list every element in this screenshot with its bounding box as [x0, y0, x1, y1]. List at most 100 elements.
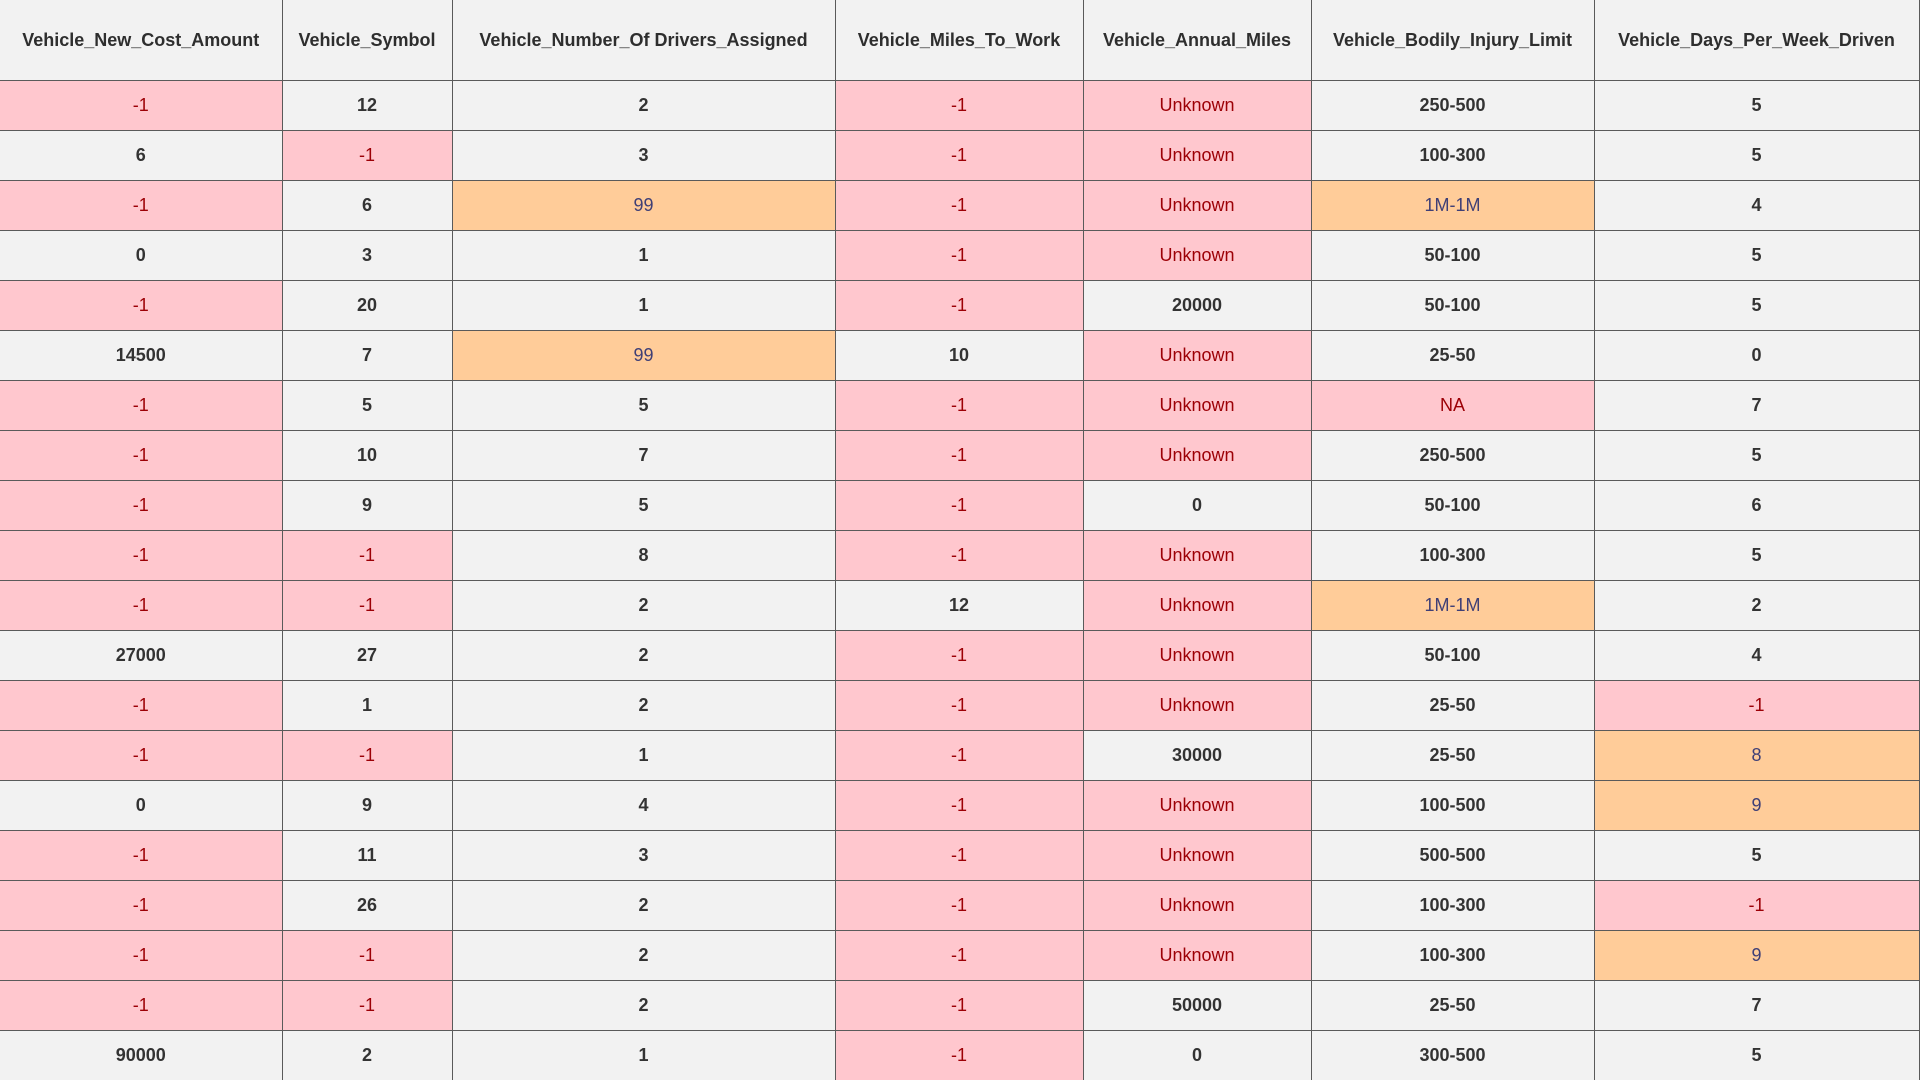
table-cell[interactable]: 5	[451, 380, 836, 431]
table-cell[interactable]: 2	[451, 80, 836, 131]
table-cell[interactable]: 0	[0, 780, 283, 831]
table-cell[interactable]: 3	[451, 130, 836, 181]
table-cell[interactable]: -1	[834, 530, 1084, 581]
column-header[interactable]: Vehicle_New_Cost_Amount	[0, 0, 283, 81]
table-cell[interactable]: -1	[0, 180, 283, 231]
table-cell[interactable]: -1	[834, 380, 1084, 431]
table-cell[interactable]: 50-100	[1310, 630, 1595, 681]
table-cell[interactable]: -1	[834, 930, 1084, 981]
table-cell[interactable]: 2	[451, 930, 836, 981]
table-cell[interactable]: 20	[281, 280, 453, 331]
table-cell[interactable]: Unknown	[1082, 780, 1312, 831]
table-cell[interactable]: -1	[0, 930, 283, 981]
table-cell[interactable]: 10	[834, 330, 1084, 381]
table-cell[interactable]: 99	[451, 180, 836, 231]
table-cell[interactable]: 1	[451, 1030, 836, 1080]
column-header[interactable]: Vehicle_Bodily_Injury_Limit	[1310, 0, 1595, 81]
table-cell[interactable]: 2	[451, 580, 836, 631]
table-cell[interactable]: 5	[451, 480, 836, 531]
table-cell[interactable]: Unknown	[1082, 680, 1312, 731]
table-cell[interactable]: Unknown	[1082, 430, 1312, 481]
table-cell[interactable]: -1	[834, 230, 1084, 281]
table-cell[interactable]: 0	[1593, 330, 1920, 381]
table-cell[interactable]: -1	[281, 730, 453, 781]
table-cell[interactable]: 1M-1M	[1310, 580, 1595, 631]
table-cell[interactable]: 25-50	[1310, 980, 1595, 1031]
table-cell[interactable]: 1	[451, 730, 836, 781]
table-cell[interactable]: -1	[834, 830, 1084, 881]
table-cell[interactable]: 25-50	[1310, 730, 1595, 781]
table-cell[interactable]: Unknown	[1082, 380, 1312, 431]
table-cell[interactable]: -1	[834, 730, 1084, 781]
table-cell[interactable]: 100-300	[1310, 130, 1595, 181]
table-cell[interactable]: 6	[281, 180, 453, 231]
table-cell[interactable]: 5	[281, 380, 453, 431]
table-cell[interactable]: 6	[0, 130, 283, 181]
table-cell[interactable]: -1	[834, 630, 1084, 681]
column-header[interactable]: Vehicle_Symbol	[281, 0, 453, 81]
table-cell[interactable]: 5	[1593, 830, 1920, 881]
table-cell[interactable]: NA	[1310, 380, 1595, 431]
table-cell[interactable]: -1	[0, 580, 283, 631]
table-cell[interactable]: -1	[0, 680, 283, 731]
table-cell[interactable]: -1	[834, 880, 1084, 931]
table-cell[interactable]: -1	[0, 530, 283, 581]
table-cell[interactable]: -1	[0, 880, 283, 931]
table-cell[interactable]: 20000	[1082, 280, 1312, 331]
table-cell[interactable]: -1	[281, 930, 453, 981]
table-cell[interactable]: 2	[451, 680, 836, 731]
table-cell[interactable]: -1	[0, 830, 283, 881]
table-cell[interactable]: 5	[1593, 130, 1920, 181]
column-header[interactable]: Vehicle_Days_Per_Week_Driven	[1593, 0, 1920, 81]
table-cell[interactable]: 50-100	[1310, 230, 1595, 281]
table-cell[interactable]: Unknown	[1082, 330, 1312, 381]
table-cell[interactable]: -1	[0, 430, 283, 481]
table-cell[interactable]: 5	[1593, 1030, 1920, 1080]
table-cell[interactable]: 7	[281, 330, 453, 381]
table-cell[interactable]: 99	[451, 330, 836, 381]
table-cell[interactable]: 5	[1593, 80, 1920, 131]
table-cell[interactable]: 100-300	[1310, 530, 1595, 581]
table-cell[interactable]: -1	[834, 180, 1084, 231]
table-cell[interactable]: -1	[834, 430, 1084, 481]
table-cell[interactable]: -1	[834, 130, 1084, 181]
table-cell[interactable]: -1	[834, 80, 1084, 131]
table-cell[interactable]: 9	[281, 780, 453, 831]
table-cell[interactable]: 5	[1593, 230, 1920, 281]
table-cell[interactable]: 100-300	[1310, 930, 1595, 981]
table-cell[interactable]: -1	[0, 380, 283, 431]
table-cell[interactable]: -1	[0, 730, 283, 781]
table-cell[interactable]: 90000	[0, 1030, 283, 1080]
table-cell[interactable]: Unknown	[1082, 230, 1312, 281]
table-cell[interactable]: -1	[281, 530, 453, 581]
table-cell[interactable]: -1	[1593, 880, 1920, 931]
table-cell[interactable]: Unknown	[1082, 80, 1312, 131]
table-cell[interactable]: 2	[451, 880, 836, 931]
table-cell[interactable]: 250-500	[1310, 80, 1595, 131]
table-cell[interactable]: Unknown	[1082, 180, 1312, 231]
table-cell[interactable]: 14500	[0, 330, 283, 381]
table-cell[interactable]: -1	[834, 980, 1084, 1031]
table-cell[interactable]: Unknown	[1082, 530, 1312, 581]
table-cell[interactable]: 50-100	[1310, 480, 1595, 531]
column-header[interactable]: Vehicle_Annual_Miles	[1082, 0, 1312, 81]
table-cell[interactable]: 30000	[1082, 730, 1312, 781]
table-cell[interactable]: -1	[0, 980, 283, 1031]
table-cell[interactable]: Unknown	[1082, 580, 1312, 631]
table-cell[interactable]: 7	[1593, 380, 1920, 431]
table-cell[interactable]: 26	[281, 880, 453, 931]
table-cell[interactable]: -1	[0, 280, 283, 331]
table-cell[interactable]: 500-500	[1310, 830, 1595, 881]
table-cell[interactable]: 12	[281, 80, 453, 131]
table-cell[interactable]: 4	[451, 780, 836, 831]
table-cell[interactable]: 2	[451, 630, 836, 681]
table-cell[interactable]: 100-500	[1310, 780, 1595, 831]
table-cell[interactable]: -1	[0, 480, 283, 531]
table-cell[interactable]: 4	[1593, 630, 1920, 681]
table-cell[interactable]: -1	[281, 980, 453, 1031]
table-cell[interactable]: Unknown	[1082, 930, 1312, 981]
table-cell[interactable]: 2	[451, 980, 836, 1031]
table-cell[interactable]: 8	[1593, 730, 1920, 781]
table-cell[interactable]: -1	[834, 780, 1084, 831]
table-cell[interactable]: 3	[451, 830, 836, 881]
